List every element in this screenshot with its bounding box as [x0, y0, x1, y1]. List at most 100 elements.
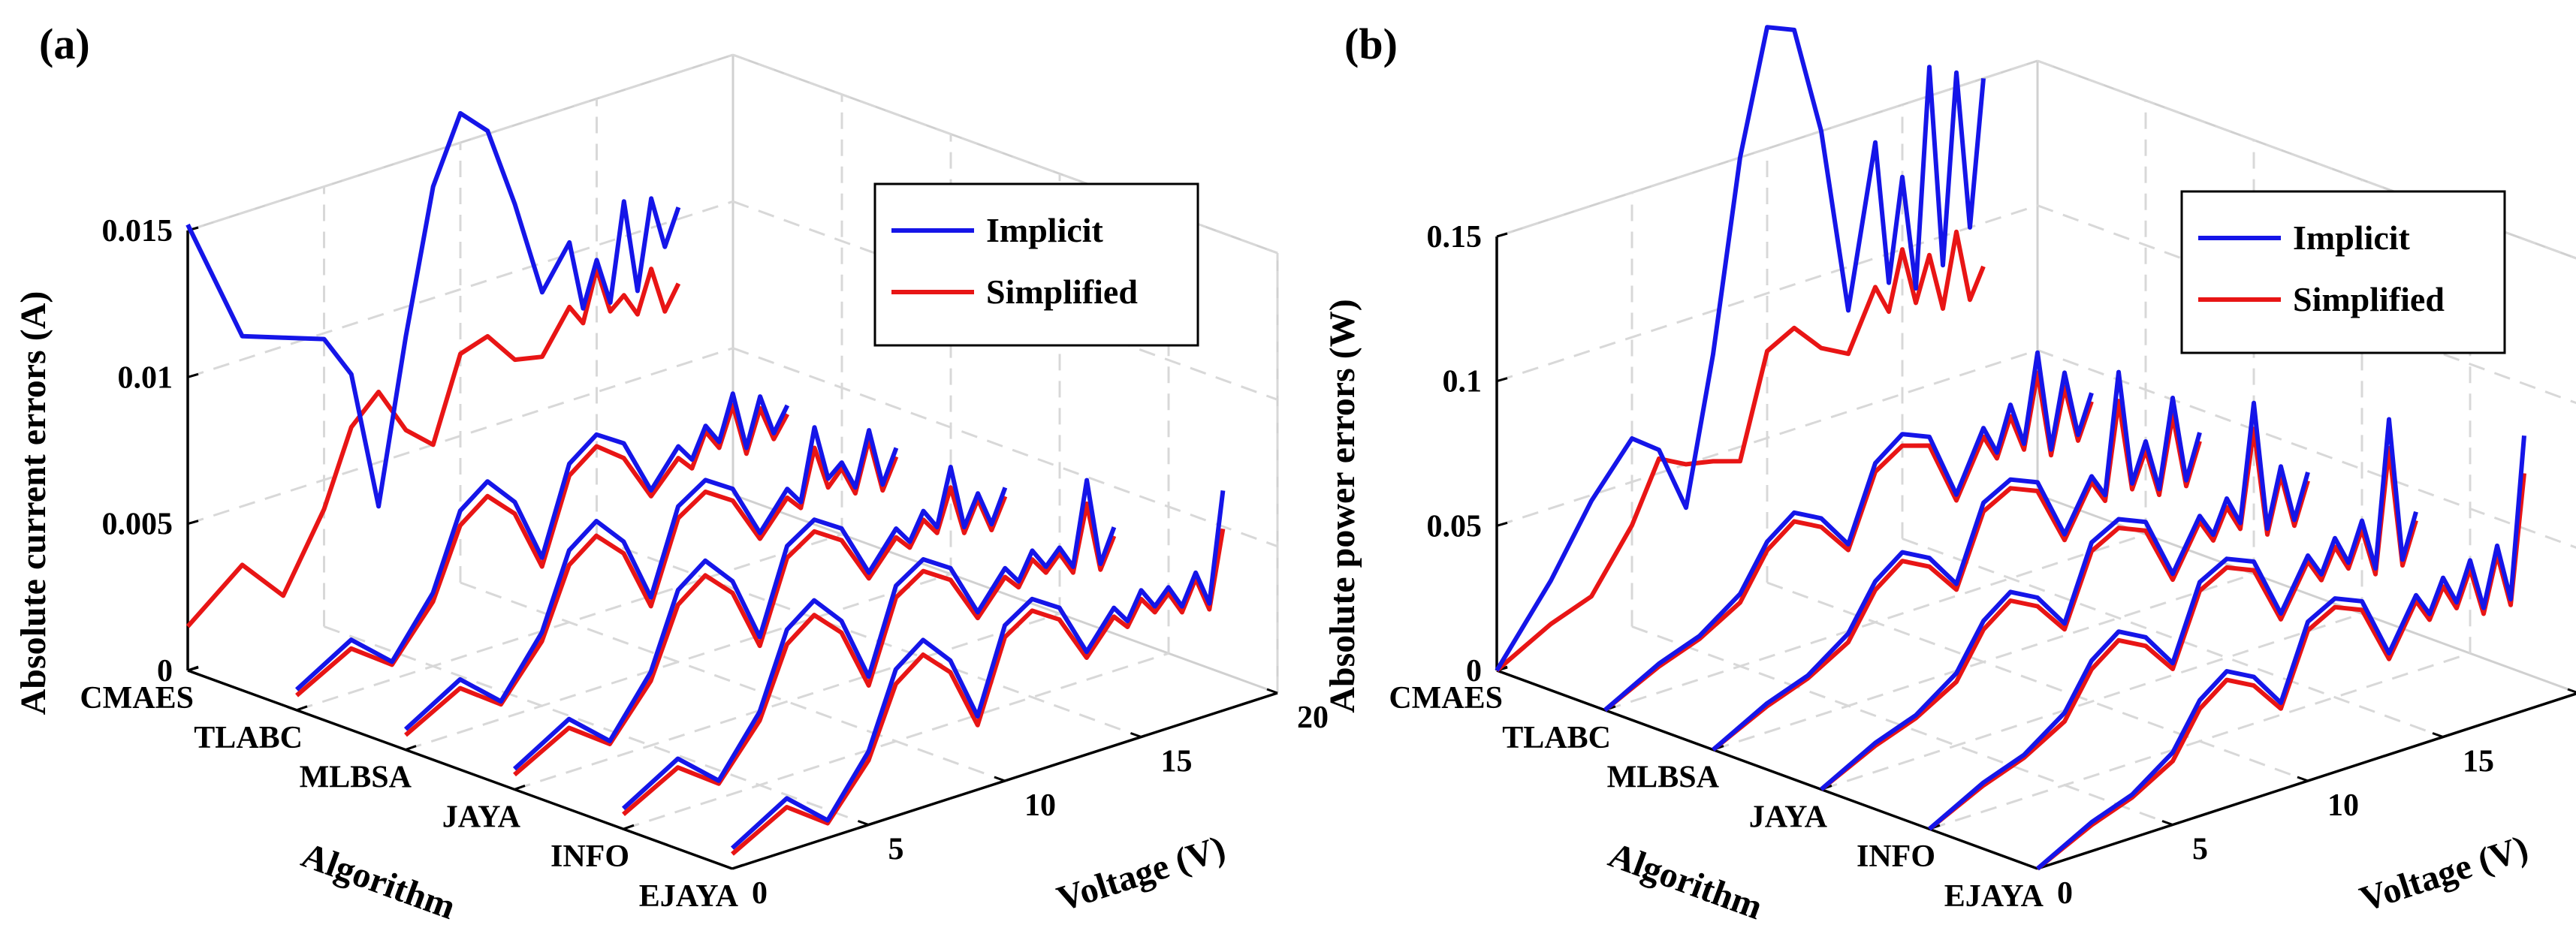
- series-group-jaya: [512, 465, 1008, 777]
- series-group-cmaes: [186, 110, 681, 628]
- z-tick-label: 0.1: [1443, 365, 1483, 399]
- x-tick-label: 0: [2057, 876, 2073, 911]
- x-tick-mark: [857, 820, 870, 826]
- z-tick-mark: [1496, 377, 1508, 383]
- x-gridline-floor: [1902, 538, 2444, 738]
- z-tick-label: 0.05: [1427, 509, 1483, 544]
- series-group-mlbsa: [403, 425, 899, 737]
- floor-edge: [732, 493, 1278, 694]
- series-group-jaya: [1820, 400, 2310, 791]
- z-tick-label: 0: [1466, 654, 1482, 688]
- series-group-ejaya: [730, 490, 1226, 856]
- category-tick-label: MLBSA: [300, 761, 412, 795]
- legend-label-simplified: Simplified: [2293, 280, 2445, 318]
- x-gridline-floor: [323, 625, 870, 826]
- category-tick-mark: [731, 863, 744, 870]
- category-gridline-floor: [1929, 652, 2471, 830]
- x-axis-title: Voltage (V): [1052, 828, 1230, 919]
- x-gridline-floor: [596, 538, 1142, 738]
- x-axis-title: Voltage (V): [2355, 828, 2533, 920]
- simplified-line-info: [622, 501, 1117, 816]
- legend-label-implicit: Implicit: [986, 211, 1104, 249]
- category-gridline-floor: [405, 573, 952, 752]
- category-axis-line: [1496, 669, 2038, 870]
- implicit-line-jaya: [512, 465, 1008, 771]
- series-group-mlbsa: [1712, 369, 2202, 752]
- category-gridline-floor: [1604, 533, 2146, 712]
- series-group-info: [621, 478, 1117, 816]
- category-axis-line: [187, 669, 733, 870]
- implicit-line-info: [621, 478, 1117, 811]
- z-tick-label: 0.005: [102, 508, 173, 542]
- legend: Implicit Simplified: [2180, 190, 2506, 354]
- z-tick-mark: [1496, 521, 1508, 527]
- category-tick-label: TLABC: [1502, 721, 1611, 755]
- x-gridline-floor: [1631, 625, 2173, 826]
- series-group-ejaya: [2036, 435, 2526, 871]
- x-tick-label: 0: [752, 876, 768, 911]
- category-tick-label: EJAYA: [639, 879, 739, 914]
- category-tick-label: MLBSA: [1607, 761, 1720, 795]
- z-gridline-right-wall: [2037, 348, 2576, 549]
- implicit-line-jaya: [1820, 400, 2310, 791]
- category-tick-label: CMAES: [80, 681, 194, 716]
- implicit-line-info: [1928, 417, 2418, 831]
- series-group-cmaes: [1495, 25, 1986, 673]
- z-gridline-left-wall: [187, 53, 734, 232]
- implicit-line-mlbsa: [403, 425, 899, 731]
- category-tick-label: JAYA: [1749, 800, 1828, 834]
- z-gridline-right-wall: [2037, 204, 2576, 405]
- legend-box: [2180, 190, 2506, 354]
- implicit-line-tlabc: [294, 391, 790, 691]
- x-tick-label: 10: [2327, 788, 2359, 823]
- category-tick-mark: [514, 784, 526, 791]
- z-tick-mark: [1496, 232, 1508, 238]
- x-tick-mark: [721, 863, 733, 870]
- series-group-tlabc: [1603, 350, 2094, 713]
- x-tick-mark: [2161, 820, 2173, 826]
- series-group-tlabc: [294, 391, 790, 697]
- implicit-line-cmaes: [1495, 25, 1986, 672]
- legend-label-simplified: Simplified: [986, 273, 1138, 311]
- z-axis-title: Absolute power errors (W): [1323, 299, 1362, 713]
- category-axis-title: Algorithm: [1603, 835, 1768, 927]
- series-lines: [1495, 25, 2526, 871]
- implicit-line-mlbsa: [1712, 369, 2202, 752]
- z-gridline-left-wall: [1496, 204, 2038, 383]
- z-tick-mark: [187, 520, 199, 526]
- x-tick-label: 5: [2192, 833, 2208, 867]
- z-gridline-left-wall: [187, 200, 734, 378]
- x-tick-mark: [2026, 863, 2038, 870]
- simplified-line-jaya: [513, 485, 1008, 777]
- category-gridline-floor: [514, 612, 1060, 791]
- implicit-line-cmaes: [186, 110, 681, 509]
- z-gridline-right-wall: [732, 200, 1278, 401]
- z-axis-title: Absolute current errors (A): [14, 291, 53, 716]
- x-tick-mark: [994, 776, 1006, 782]
- panel-b-power-errors: 0 0.05 0.1 0.15 CMAES TLABC MLBSA JAYA INFO EJAYA…: [1323, 20, 2576, 927]
- implicit-line-ejaya: [2036, 435, 2526, 871]
- category-tick-label: EJAYA: [1944, 879, 2044, 914]
- category-tick-mark: [296, 705, 308, 712]
- category-tick-mark: [405, 745, 417, 752]
- simplified-line-ejaya: [731, 528, 1226, 856]
- z-gridline-right-wall: [2037, 59, 2576, 260]
- z-gridline-right-wall: [732, 347, 1278, 548]
- simplified-line-cmaes: [1495, 229, 1986, 673]
- x-tick-mark: [1130, 732, 1142, 738]
- x-tick-label: 20: [1297, 700, 1329, 735]
- z-tick-label: 0.01: [118, 360, 173, 395]
- x-tick-label: 5: [888, 833, 904, 867]
- panel-label: (a): [39, 20, 90, 68]
- z-tick-label: 0.015: [102, 214, 173, 249]
- category-gridline-floor: [1820, 612, 2363, 791]
- x-tick-label: 15: [1161, 745, 1193, 779]
- legend: Implicit Simplified: [873, 182, 1199, 347]
- x-tick-label: 10: [1024, 788, 1056, 823]
- category-gridline-floor: [296, 533, 843, 712]
- legend-label-implicit: Implicit: [2293, 218, 2411, 257]
- category-tick-label: INFO: [550, 839, 629, 874]
- category-gridline-floor: [623, 652, 1169, 830]
- x-tick-mark: [2567, 688, 2576, 694]
